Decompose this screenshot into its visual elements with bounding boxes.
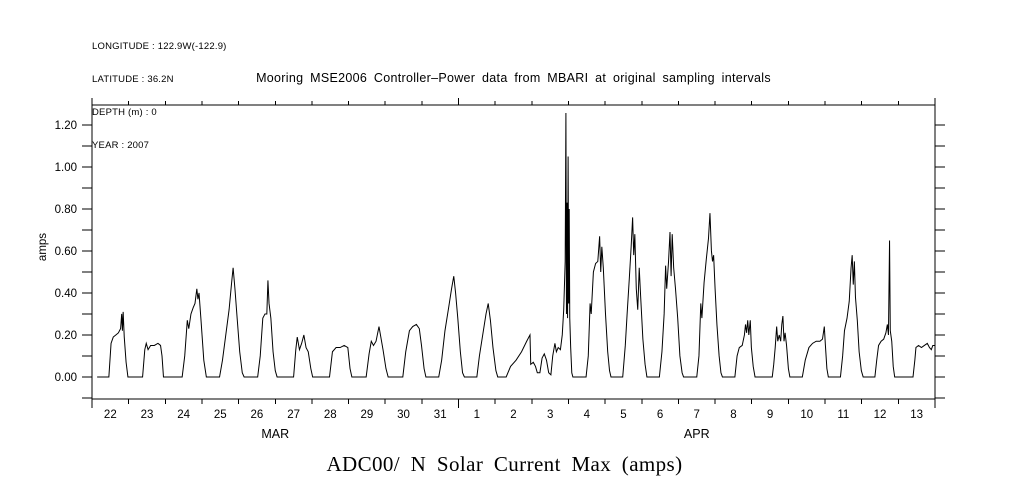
figure-caption: ADC00/ N Solar Current Max (amps): [326, 452, 683, 476]
x-axis-day-label: 23: [141, 409, 154, 421]
station-annotation-block: LONGITUDE : 122.9W(-122.9) LATITUDE : 36…: [92, 19, 227, 173]
depth-annotation: DEPTH (m) : 0: [92, 107, 157, 118]
x-axis-month-label: APR: [684, 427, 710, 441]
x-axis-day-label: 8: [730, 409, 736, 421]
x-axis-month-label: MAR: [261, 427, 289, 441]
x-axis-day-label: 22: [104, 409, 117, 421]
x-axis-day-label: 11: [837, 409, 849, 421]
x-axis-day-label: 27: [287, 409, 300, 421]
y-axis-tick-label: 1.20: [55, 120, 77, 132]
x-axis-day-label: 28: [324, 409, 337, 421]
x-axis-day-label: 2: [510, 409, 516, 421]
x-axis-day-label: 7: [694, 409, 700, 421]
x-axis-day-label: 26: [251, 409, 264, 421]
x-axis-day-label: 31: [434, 409, 447, 421]
y-axis-tick-label: 0.00: [55, 372, 77, 384]
latitude-annotation: LATITUDE : 36.2N: [92, 74, 174, 85]
x-axis-day-label: 25: [214, 409, 227, 421]
plot-frame: [91, 104, 936, 400]
x-axis-day-label: 6: [657, 409, 663, 421]
year-annotation: YEAR : 2007: [92, 140, 150, 151]
x-axis-day-label: 13: [910, 409, 923, 421]
x-axis-day-label: 9: [767, 409, 773, 421]
solar-current-line: [97, 112, 935, 378]
x-axis-day-label: 1: [474, 409, 480, 421]
y-axis-tick-label: 0.60: [55, 246, 77, 258]
y-axis-tick-label: 0.40: [55, 288, 77, 300]
x-axis-day-label: 30: [397, 409, 410, 421]
y-axis-tick-label: 0.20: [55, 330, 77, 342]
x-axis-day-label: 5: [620, 409, 626, 421]
x-axis-day-label: 3: [547, 409, 553, 421]
x-axis-day-label: 10: [800, 409, 813, 421]
x-axis-day-label: 12: [874, 409, 887, 421]
y-axis-tick-label: 1.00: [55, 162, 77, 174]
longitude-annotation: LONGITUDE : 122.9W(-122.9): [92, 41, 227, 52]
x-axis-day-label: 4: [584, 409, 591, 421]
x-axis-day-label: 24: [177, 409, 190, 421]
y-axis-unit-label: amps: [37, 232, 49, 262]
y-axis-tick-label: 0.80: [55, 204, 77, 216]
x-axis-day-label: 29: [360, 409, 373, 421]
chart-title: Mooring MSE2006 Controller–Power data fr…: [256, 71, 771, 85]
